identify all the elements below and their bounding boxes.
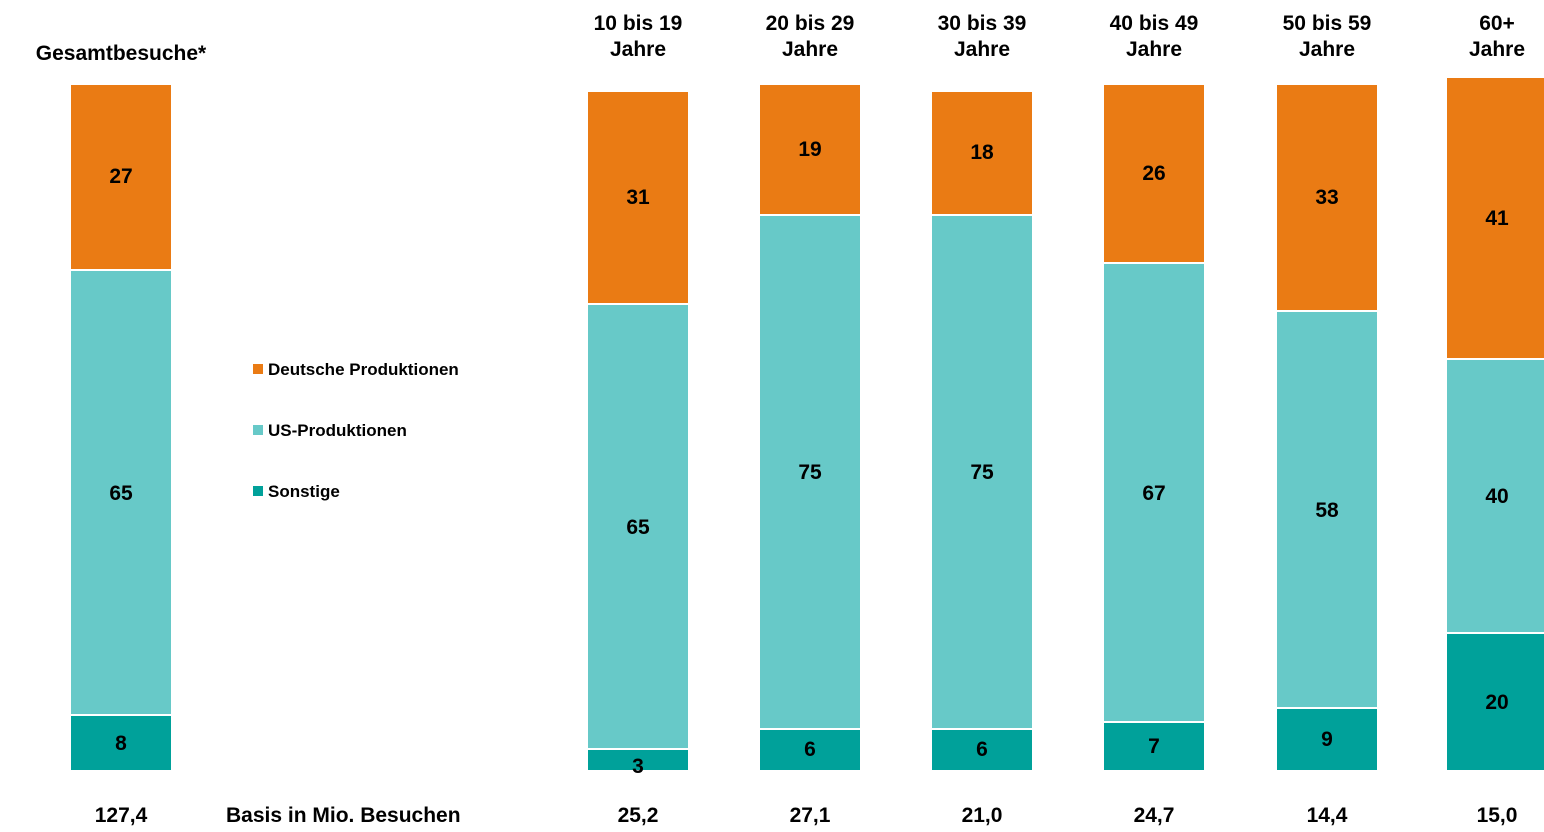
category-label-50-bis-59-jahre: 50 bis 59 Jahre [1252,11,1402,63]
legend-label: US-Produktionen [268,421,407,440]
base-value: 127,4 [94,804,148,827]
bar-segment-sonstige: 3 [588,749,688,778]
base-value: 15,0 [1476,804,1518,827]
base-value: 24,7 [1133,804,1175,827]
bar-segment-deutsche-produktionen: 27 [71,85,171,270]
category-label-60-jahre: 60+ Jahre [1422,11,1544,63]
bar-segment-us-produktionen: 40 [1447,359,1544,633]
data-label: 6 [804,738,816,762]
category-label-line: 10 bis 19 [593,12,683,35]
bar-segment-us-produktionen: 58 [1277,311,1377,709]
bar-segment-deutsche-produktionen: 19 [760,85,860,216]
data-label: 75 [798,461,822,485]
data-label: 75 [970,461,994,485]
bar-segment-sonstige: 6 [760,728,860,770]
category-label-line: Jahre [781,38,839,61]
bar-segment-us-produktionen: 75 [932,215,1032,729]
data-label: 65 [109,481,133,505]
bar-segment-sonstige: 9 [1277,708,1377,770]
category-label-line: Jahre [1468,38,1526,61]
category-label-line: 60+ [1479,12,1515,35]
bar-segment-us-produktionen: 65 [71,269,171,716]
base-label: Basis in Mio. Besuchen [226,804,461,827]
data-label: 20 [1485,690,1509,714]
legend-item-sonstige: Sonstige [253,482,340,502]
base-value: 25,2 [617,804,659,827]
bar-segment-sonstige: 6 [932,728,1032,770]
data-label: 31 [626,186,650,210]
data-label: 9 [1321,728,1333,752]
bar-segment-us-produktionen: 67 [1104,263,1204,723]
legend-label: Sonstige [268,482,340,501]
legend-item-us-produktionen: US-Produktionen [253,421,407,441]
data-label: 67 [1142,481,1166,505]
category-label-line: 30 bis 39 [937,12,1027,35]
data-label: 27 [109,165,133,189]
category-label-line: 20 bis 29 [765,12,855,35]
bar-segment-sonstige: 20 [1447,633,1544,770]
category-label-40-bis-49-jahre: 40 bis 49 Jahre [1079,11,1229,63]
base-value: 27,1 [789,804,831,827]
bar-segment-us-produktionen: 75 [760,215,860,729]
data-label: 65 [626,515,650,539]
bar-segment-deutsche-produktionen: 31 [588,91,688,305]
data-label: 18 [970,141,994,165]
legend-swatch [253,486,263,496]
data-label: 8 [115,731,127,755]
category-label-line: Jahre [953,38,1011,61]
bar-segment-deutsche-produktionen: 26 [1104,85,1204,264]
legend-label: Deutsche Produktionen [268,360,459,379]
category-label-gesamtbesuche: Gesamtbesuche* [0,41,271,67]
bar-segment-deutsche-produktionen: 33 [1277,85,1377,312]
bar-segment-deutsche-produktionen: 41 [1447,78,1544,359]
data-label: 58 [1315,498,1339,522]
category-label-30-bis-39-jahre: 30 bis 39 Jahre [907,11,1057,63]
bar-segment-sonstige: 8 [71,715,171,770]
bar-segment-deutsche-produktionen: 18 [932,91,1032,216]
data-label: 40 [1485,485,1509,508]
category-label-line: 50 bis 59 [1282,12,1372,35]
legend-item-deutsche-produktionen: Deutsche Produktionen [253,360,459,380]
category-label-line: Jahre [609,38,667,61]
base-value: 14,4 [1306,804,1348,827]
bar-segment-sonstige: 7 [1104,722,1204,770]
data-label: 7 [1148,735,1160,759]
bar-segment-us-produktionen: 65 [588,304,688,750]
category-label-10-bis-19-jahre: 10 bis 19 Jahre [563,11,713,63]
category-label-line: Jahre [1125,38,1183,61]
data-label: 41 [1485,206,1509,230]
data-label: 3 [632,754,644,778]
data-label: 26 [1142,162,1166,186]
base-value: 21,0 [961,804,1003,827]
legend-swatch [253,425,263,435]
category-label-line: Jahre [1298,38,1356,61]
category-label-20-bis-29-jahre: 20 bis 29 Jahre [735,11,885,63]
category-label-line: 40 bis 49 [1109,12,1199,35]
category-label-line: Gesamtbesuche* [35,42,207,65]
data-label: 19 [798,138,822,162]
legend-swatch [253,364,263,374]
data-label: 6 [976,738,988,762]
data-label: 33 [1315,186,1339,210]
